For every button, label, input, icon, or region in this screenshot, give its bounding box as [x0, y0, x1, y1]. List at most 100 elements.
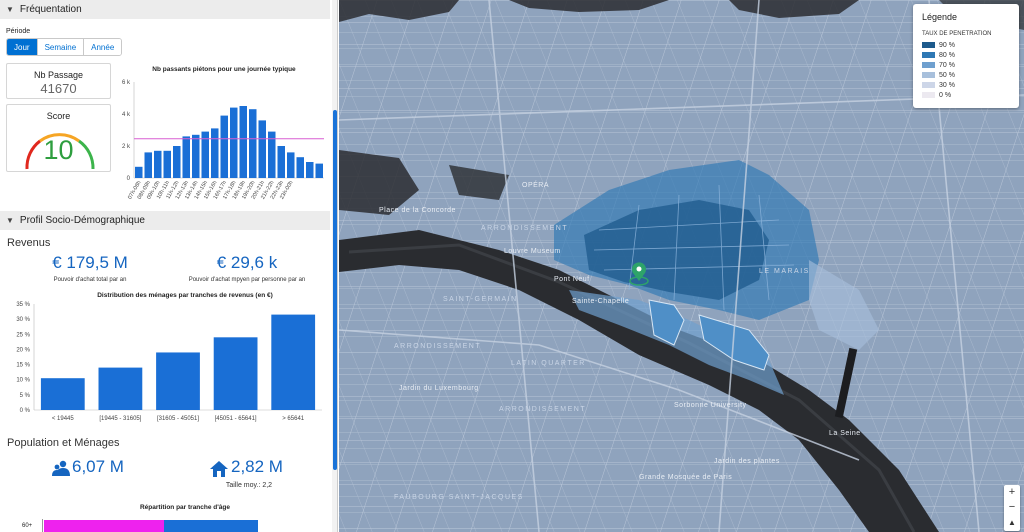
chart-bar[interactable]: [182, 136, 191, 178]
age-chart-title: Répartition par tranche d'âge: [139, 504, 231, 511]
chart-bar[interactable]: [271, 314, 316, 410]
chart-bar[interactable]: [213, 337, 258, 410]
chart-bar[interactable]: [163, 150, 172, 178]
section-header-profil[interactable]: ▼ Profil Socio-Démographique: [0, 211, 330, 230]
periode-label: Période: [6, 28, 31, 35]
y-tick-label: 0 %: [20, 408, 31, 414]
y-tick-label: 20 %: [16, 347, 30, 353]
y-tick-label: 10 %: [16, 378, 30, 384]
legend-item: 30 %: [922, 82, 955, 91]
chart-bar[interactable]: [287, 152, 295, 178]
frequentation-chart-title: Nb passants piétons pour une journée typ…: [152, 66, 296, 73]
map-label: LE MARAIS: [759, 268, 810, 275]
panel-scrollbar[interactable]: [332, 0, 337, 532]
score-card: Score 10: [6, 104, 111, 172]
chart-bar[interactable]: [201, 131, 210, 178]
chart-bar[interactable]: [258, 120, 267, 178]
y-tick-label: 4 k: [122, 112, 131, 118]
map-label: LATIN QUARTER: [511, 360, 586, 367]
chart-bar[interactable]: [230, 107, 238, 178]
x-tick-label: [45051 - 65641]: [215, 416, 257, 422]
legend-subtitle: TAUX DE PENETRATION: [922, 31, 992, 37]
chart-bar[interactable]: [192, 134, 200, 178]
chart-bar[interactable]: [135, 166, 143, 178]
x-tick-label: < 19445: [52, 416, 75, 422]
chart-bar[interactable]: [211, 128, 219, 178]
chart-bar[interactable]: [40, 378, 85, 410]
section-header-frequentation[interactable]: ▼ Fréquentation: [0, 0, 330, 19]
map-label: Place de la Concorde: [379, 207, 456, 214]
legend-label: 70 %: [939, 62, 955, 69]
tab-annee[interactable]: Année: [84, 39, 122, 55]
compass-icon[interactable]: ▲: [1008, 518, 1016, 527]
nb-passage-label: Nb Passage: [33, 70, 84, 80]
nb-passage-value: 41670: [40, 81, 77, 96]
map-label: Louvre Museum: [504, 248, 561, 255]
age-bar-segment: [164, 520, 258, 532]
chart-bar[interactable]: [173, 146, 181, 178]
location-pin-icon[interactable]: [629, 262, 649, 286]
chart-bar[interactable]: [306, 162, 314, 178]
legend-title: Légende: [922, 12, 958, 22]
chart-bar[interactable]: [156, 352, 200, 410]
map-view[interactable]: Place de la Concorde OPÉRA ARRONDISSEMEN…: [339, 0, 1024, 532]
legend-label: 0 %: [939, 92, 952, 99]
legend-label: 30 %: [939, 82, 955, 89]
chart-bar[interactable]: [249, 109, 257, 178]
map-label: OPÉRA: [522, 182, 550, 189]
chart-bar[interactable]: [277, 146, 286, 178]
score-label: Score: [46, 111, 71, 121]
legend-swatch: [922, 82, 935, 89]
chart-bar[interactable]: [315, 163, 324, 178]
revenus-chart-title: Distribution des ménages par tranches de…: [97, 292, 273, 299]
nb-passage-card: Nb Passage 41670: [6, 63, 111, 99]
gauge-arc-green: [78, 139, 95, 170]
revenus-chart: 35 % 30 % 25 % 20 % 15 % 10 % 5 % 0 % < 19445 [19…: [16, 302, 322, 422]
map-label: La Seine: [829, 430, 861, 437]
legend-swatch: [922, 72, 935, 79]
x-tick-label: [19445 - 31605]: [99, 416, 141, 422]
y-tick-label: 35 %: [16, 302, 30, 308]
x-tick-label: > 65641: [282, 416, 305, 422]
legend-item: 70 %: [922, 62, 955, 71]
map-label: Sorbonne University: [674, 402, 747, 409]
chart-bar[interactable]: [296, 157, 305, 178]
revenu-total-caption: Pouvoir d'achat total par an: [53, 277, 127, 283]
tab-jour[interactable]: Jour: [7, 39, 38, 55]
map-label: Grande Mosquée de Paris: [639, 474, 733, 481]
y-tick-label: 6 k: [122, 80, 131, 86]
penetration-zone-50: [809, 260, 879, 350]
zoom-out-button[interactable]: −: [1008, 501, 1016, 513]
score-value: 10: [43, 135, 74, 165]
legend-label: 50 %: [939, 72, 955, 79]
legend-item: 0 %: [922, 92, 951, 101]
seine-river: [339, 230, 939, 532]
periode-toggle: Jour Semaine Année: [6, 38, 123, 56]
chart-bar[interactable]: [268, 131, 276, 178]
map-label: Jardin du Luxembourg: [399, 385, 479, 392]
score-gauge: [25, 133, 95, 170]
people-icon: [52, 460, 70, 476]
chart-bar[interactable]: [239, 106, 248, 178]
revenus-title: Revenus: [7, 237, 51, 249]
chart-bar[interactable]: [154, 150, 162, 178]
chart-bar[interactable]: [144, 152, 153, 178]
legend-swatch: [922, 42, 935, 49]
taille-moyenne: Taille moy.: 2,2: [225, 482, 273, 489]
legend-swatch: [922, 92, 935, 99]
section-title: Fréquentation: [19, 4, 82, 15]
section-title: Profil Socio-Démographique: [19, 215, 145, 226]
zoom-control: + − ▲: [1004, 485, 1020, 531]
legend-label: 90 %: [939, 42, 955, 49]
legend-swatch: [922, 52, 935, 59]
map-label: ARRONDISSEMENT: [394, 343, 482, 350]
map-label: Jardin des plantes: [714, 458, 780, 465]
chart-bar[interactable]: [220, 115, 229, 178]
y-tick-label: 0: [127, 176, 131, 182]
chart-bar[interactable]: [98, 367, 143, 410]
zoom-in-button[interactable]: +: [1008, 486, 1016, 498]
tab-semaine[interactable]: Semaine: [37, 39, 85, 55]
map-canvas[interactable]: [339, 0, 1024, 532]
map-legend: Légende TAUX DE PENETRATION 90 % 80 % 70 %…: [913, 4, 1019, 108]
scrollbar-thumb[interactable]: [333, 110, 337, 470]
